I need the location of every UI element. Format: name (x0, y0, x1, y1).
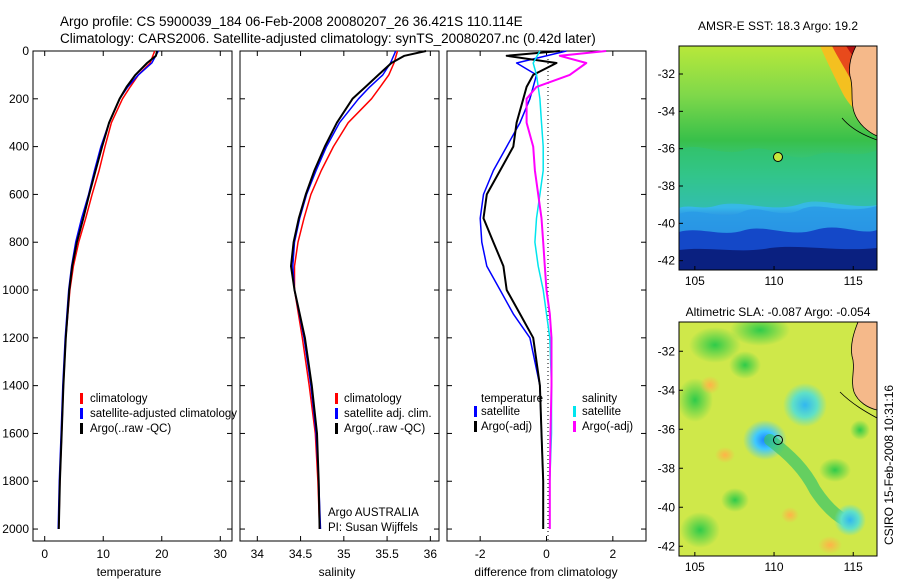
sst-map-xtick-label: 105 (685, 274, 705, 288)
salinity-xtick-label: 34.5 (289, 547, 313, 561)
sla-map-ytick-label: -36 (658, 422, 676, 436)
salinity-xtick-label: 34 (251, 547, 265, 561)
sla-map-xtick-label: 105 (685, 560, 705, 574)
legend-label-satellite: satellite adj. clim. (344, 408, 432, 420)
sst-map-ytick-label: -40 (658, 216, 676, 230)
difference-xlabel: difference from climatology (474, 565, 617, 579)
sla-map-xtick-label: 110 (764, 560, 783, 574)
sla-map-ytick-label: -38 (658, 461, 676, 475)
australia-coast-sla (851, 322, 877, 411)
difference-legend: temperature salinity satellite Argo(-adj… (474, 393, 633, 433)
header-line-2: Climatology: CARS2006. Satellite-adjuste… (60, 31, 596, 46)
legend-swatch-satellite (80, 408, 83, 419)
sla-map-title: Altimetric SLA: -0.087 Argo: -0.054 (686, 305, 871, 319)
legend-heading-temperature: temperature (481, 393, 543, 405)
temperature-xtick-label: 10 (97, 547, 111, 561)
sla-map-frame (678, 321, 878, 557)
australia-coast-sst (849, 46, 877, 137)
salinity-xtick-label: 35 (337, 547, 351, 561)
salinity-plot-frame (239, 50, 440, 542)
salinity-xtick-label: 35.5 (375, 547, 399, 561)
temperature-ytick-label: 0 (22, 44, 29, 58)
temperature-plot-frame (32, 50, 233, 542)
legend-heading-salinity: salinity (582, 393, 617, 405)
header-line-1: Argo profile: CS 5900039_184 06-Feb-2008… (60, 14, 523, 29)
sla-map-ytick-label: -42 (658, 539, 676, 553)
csiro-timestamp: CSIRO 15-Feb-2008 10:31:16 (882, 385, 896, 545)
argo-location-marker-sst (773, 152, 783, 162)
difference-series-argo-adj-salinity (525, 50, 607, 529)
legend-swatch-sal-satellite (573, 406, 576, 417)
temperature-ytick-label: 400 (9, 140, 29, 154)
difference-xtick-label: 0 (543, 547, 550, 561)
temperature-ytick-label: 1600 (2, 426, 29, 440)
temperature-ytick-label: 600 (9, 187, 29, 201)
salinity-xtick-label: 36 (424, 547, 438, 561)
difference-xtick-label: 2 (609, 547, 616, 561)
temperature-ytick-label: 1800 (2, 474, 29, 488)
temperature-legend: climatology satellite-adjusted climatolo… (80, 393, 237, 435)
legend-swatch-argo (335, 423, 338, 434)
temperature-xtick-label: 30 (214, 547, 228, 561)
temperature-ytick-label: 1400 (2, 379, 29, 393)
argo-pi-label: PI: Susan Wijffels (328, 522, 418, 534)
argo-program-label: Argo AUSTRALIA (328, 507, 419, 519)
sst-map-ytick-label: -38 (658, 179, 676, 193)
legend-label-climatology: climatology (90, 393, 148, 405)
sla-map (679, 322, 877, 556)
sst-map-title: AMSR-E SST: 18.3 Argo: 19.2 (698, 19, 858, 33)
salinity-xlabel: salinity (319, 565, 356, 579)
legend-swatch-temp-satellite (474, 406, 477, 417)
temperature-xtick-label: 20 (155, 547, 169, 561)
legend-label-temp-argo: Argo(-adj) (481, 421, 532, 433)
temperature-ytick-label: 800 (9, 235, 29, 249)
sla-map-ytick-label: -34 (658, 383, 676, 397)
temperature-ytick-label: 2000 (2, 522, 29, 536)
legend-swatch-temp-argo (474, 421, 477, 432)
salinity-series-argo-raw-qc (290, 50, 427, 530)
sla-map-xtick-label: 115 (844, 560, 863, 574)
salinity-legend: climatology satellite adj. clim. Argo(..… (335, 393, 432, 435)
legend-label-temp-satellite: satellite (481, 406, 520, 418)
sst-map-ytick-label: -34 (658, 104, 676, 118)
sst-map-ytick-label: -32 (658, 67, 676, 81)
legend-label-argo: Argo(..raw -QC) (90, 423, 171, 435)
legend-label-sal-satellite: satellite (582, 406, 621, 418)
legend-label-climatology: climatology (344, 393, 402, 405)
difference-series-argo-adj-temperature (482, 50, 560, 529)
temperature-ytick-label: 1000 (2, 283, 29, 297)
sst-map-ytick-label: -42 (658, 254, 676, 268)
sst-map-xtick-label: 110 (764, 274, 783, 288)
legend-swatch-satellite (335, 408, 338, 419)
legend-label-satellite: satellite-adjusted climatology (90, 408, 237, 420)
legend-label-sal-argo: Argo(-adj) (582, 421, 633, 433)
difference-xtick-label: -2 (475, 547, 486, 561)
legend-label-argo: Argo(..raw -QC) (344, 423, 425, 435)
sst-map-xtick-label: 115 (844, 274, 863, 288)
sla-map-ytick-label: -40 (658, 500, 676, 514)
legend-swatch-argo (80, 423, 83, 434)
sst-map (679, 46, 877, 270)
temperature-ytick-label: 1200 (2, 331, 29, 345)
temperature-xlabel: temperature (97, 565, 162, 579)
sst-map-frame (678, 45, 878, 271)
argo-location-marker-sla (773, 435, 783, 445)
legend-swatch-climatology (335, 393, 338, 404)
legend-swatch-climatology (80, 393, 83, 404)
sst-map-ytick-label: -36 (658, 142, 676, 156)
temperature-series-argo-raw-qc (57, 50, 159, 530)
temperature-xtick-label: 0 (41, 547, 48, 561)
salinity-series-climatology (293, 50, 399, 530)
legend-swatch-sal-argo (573, 421, 576, 432)
sla-map-ytick-label: -32 (658, 344, 676, 358)
temperature-ytick-label: 200 (9, 92, 29, 106)
